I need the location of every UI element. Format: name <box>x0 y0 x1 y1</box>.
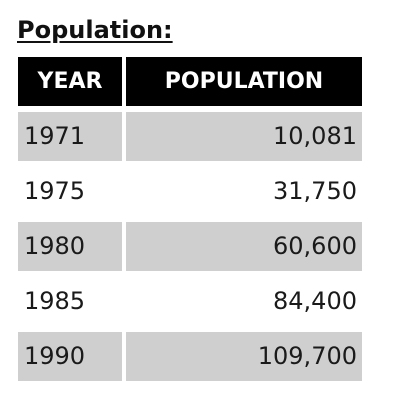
year-cell: 1985 <box>24 287 86 315</box>
population-cell: 84,400 <box>273 287 357 315</box>
population-cell: 109,700 <box>126 332 362 381</box>
header-cell: POPULATION <box>126 57 362 106</box>
year-cell: 1971 <box>18 112 122 161</box>
year-cell: 1990 <box>18 332 122 381</box>
header-cell: YEAR <box>18 57 122 106</box>
year-cell: 1980 <box>18 222 122 271</box>
population-cell: 60,600 <box>126 222 362 271</box>
population-cell: 31,750 <box>273 177 357 205</box>
population-cell: 10,081 <box>126 112 362 161</box>
year-cell: 1975 <box>24 177 86 205</box>
title: Population: <box>17 16 173 44</box>
